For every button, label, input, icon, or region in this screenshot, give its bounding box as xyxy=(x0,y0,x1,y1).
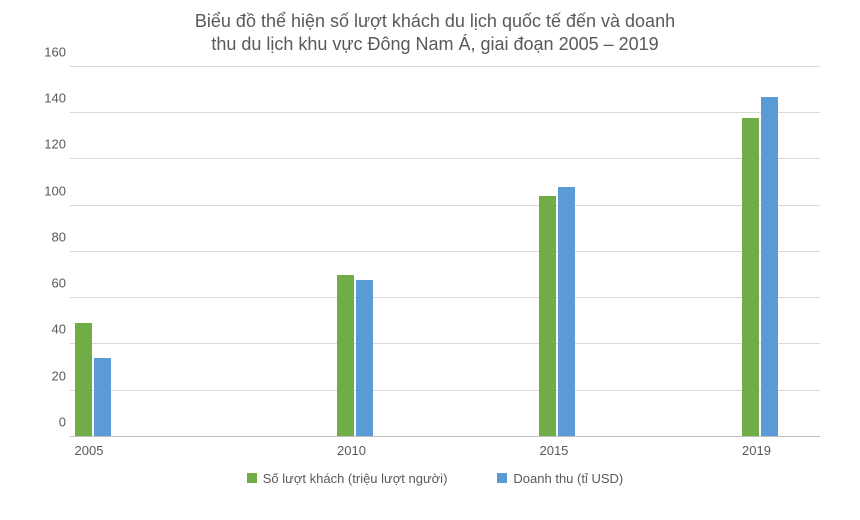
legend: Số lượt khách (triệu lượt người) Doanh th… xyxy=(40,471,830,486)
legend-item: Doanh thu (tỉ USD) xyxy=(497,471,623,486)
y-tick-label: 40 xyxy=(36,322,66,337)
chart-title: Biểu đồ thể hiện số lượt khách du lịch q… xyxy=(40,10,830,57)
y-tick-label: 60 xyxy=(36,276,66,291)
bar-groups: 2005 2010 2015 2019 xyxy=(70,67,820,437)
bar-group: 2019 xyxy=(742,97,778,437)
x-tick-label: 2005 xyxy=(75,443,104,458)
bar xyxy=(761,97,778,437)
y-tick-label: 120 xyxy=(36,137,66,152)
chart-title-line2: thu du lịch khu vực Đông Nam Á, giai đoạ… xyxy=(80,33,790,56)
y-tick-label: 100 xyxy=(36,183,66,198)
y-tick-label: 140 xyxy=(36,91,66,106)
legend-swatch xyxy=(247,473,257,483)
x-tick-label: 2015 xyxy=(539,443,568,458)
bar xyxy=(742,118,759,437)
bar xyxy=(539,196,556,437)
y-tick-label: 160 xyxy=(36,44,66,59)
bar xyxy=(94,358,111,437)
bar xyxy=(356,280,373,437)
bar-group: 2015 xyxy=(539,187,575,437)
chart-container: Biểu đồ thể hiện số lượt khách du lịch q… xyxy=(0,0,860,520)
bar xyxy=(75,323,92,436)
x-tick-label: 2010 xyxy=(337,443,366,458)
bar-group: 2005 xyxy=(75,323,111,436)
x-axis-line xyxy=(70,436,820,437)
bar xyxy=(337,275,354,437)
y-tick-label: 20 xyxy=(36,368,66,383)
plot-area: 020406080100120140160 2005201020152019 xyxy=(70,67,820,437)
legend-label: Doanh thu (tỉ USD) xyxy=(513,471,623,486)
bar xyxy=(558,187,575,437)
y-tick-label: 80 xyxy=(36,229,66,244)
legend-label: Số lượt khách (triệu lượt người) xyxy=(263,471,448,486)
y-tick-label: 0 xyxy=(36,414,66,429)
bar-group: 2010 xyxy=(337,275,373,437)
x-tick-label: 2019 xyxy=(742,443,771,458)
legend-swatch xyxy=(497,473,507,483)
legend-item: Số lượt khách (triệu lượt người) xyxy=(247,471,448,486)
chart-title-line1: Biểu đồ thể hiện số lượt khách du lịch q… xyxy=(80,10,790,33)
